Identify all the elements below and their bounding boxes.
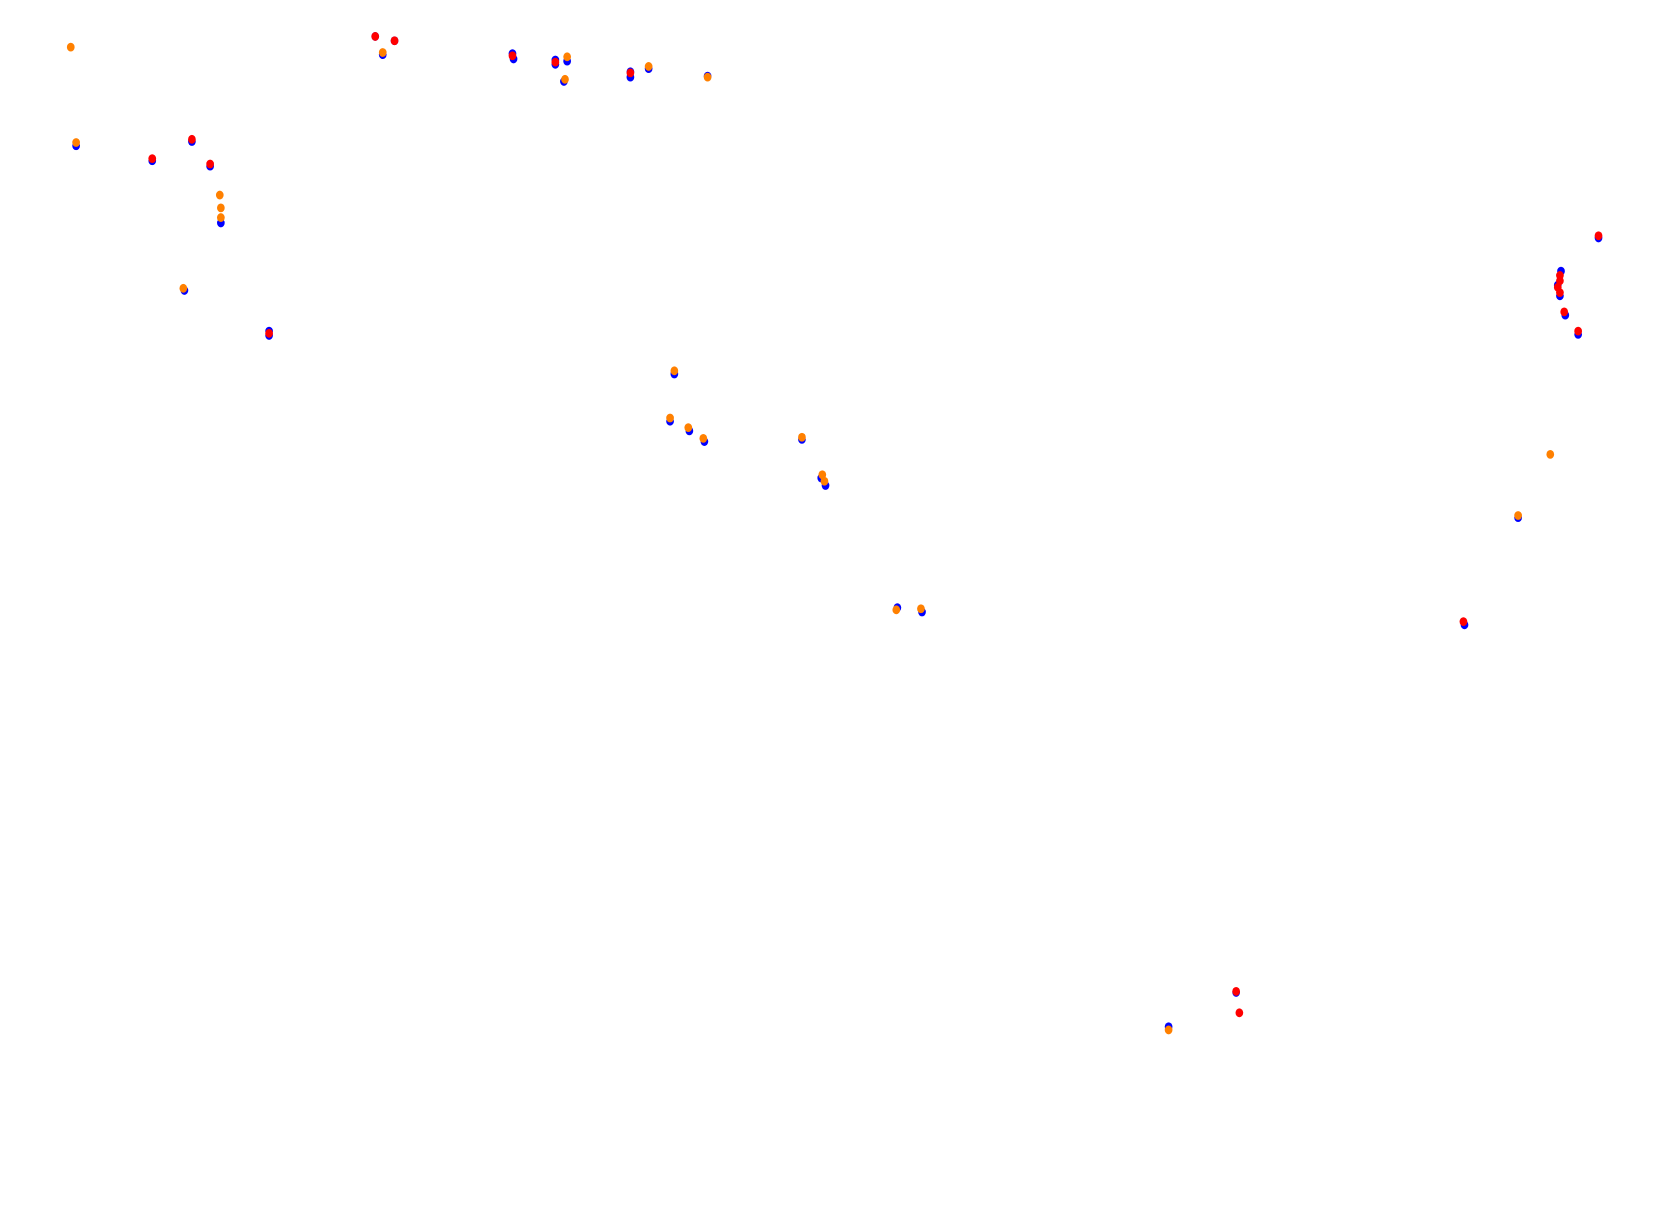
data-point-2-21 [1546, 450, 1555, 459]
data-point-2-19 [917, 604, 925, 614]
series-2 [66, 42, 1555, 1035]
data-point-1-12 [1594, 231, 1603, 241]
data-point-1-0 [371, 32, 380, 41]
data-point-2-14 [699, 433, 708, 443]
data-point-2-7 [563, 52, 572, 62]
data-point-2-10 [703, 72, 712, 82]
data-point-2-11 [670, 366, 679, 376]
data-point-2-18 [892, 605, 901, 615]
data-point-2-4 [216, 213, 225, 222]
data-point-2-5 [179, 283, 188, 293]
data-point-2-6 [378, 48, 387, 57]
data-point-1-4 [626, 68, 635, 78]
data-point-2-13 [684, 423, 693, 433]
data-point-2-22 [1514, 511, 1522, 520]
data-point-2-0 [66, 42, 75, 52]
data-point-2-20 [1164, 1025, 1173, 1035]
data-point-2-1 [72, 138, 80, 147]
data-point-1-8 [265, 328, 273, 338]
data-point-2-15 [798, 432, 806, 442]
data-point-1-7 [206, 159, 214, 169]
data-point-2-9 [644, 62, 653, 71]
data-point-2-8 [561, 74, 569, 84]
series-1 [148, 32, 1603, 1018]
data-point-1-16 [1556, 288, 1564, 297]
data-point-1-1 [390, 36, 399, 46]
data-point-1-10 [1235, 1008, 1244, 1018]
data-point-1-2 [508, 51, 517, 61]
data-point-2-2 [215, 190, 224, 200]
data-point-1-11 [1459, 617, 1468, 627]
data-point-1-6 [188, 134, 196, 144]
data-point-2-3 [216, 203, 225, 213]
data-point-1-18 [1574, 326, 1583, 336]
data-point-1-9 [1232, 986, 1241, 996]
data-point-1-17 [1560, 307, 1569, 317]
data-point-1-3 [551, 57, 560, 67]
data-point-2-12 [666, 413, 674, 423]
data-point-2-17 [820, 476, 829, 486]
data-points [66, 32, 1603, 1035]
data-point-1-5 [148, 154, 157, 164]
